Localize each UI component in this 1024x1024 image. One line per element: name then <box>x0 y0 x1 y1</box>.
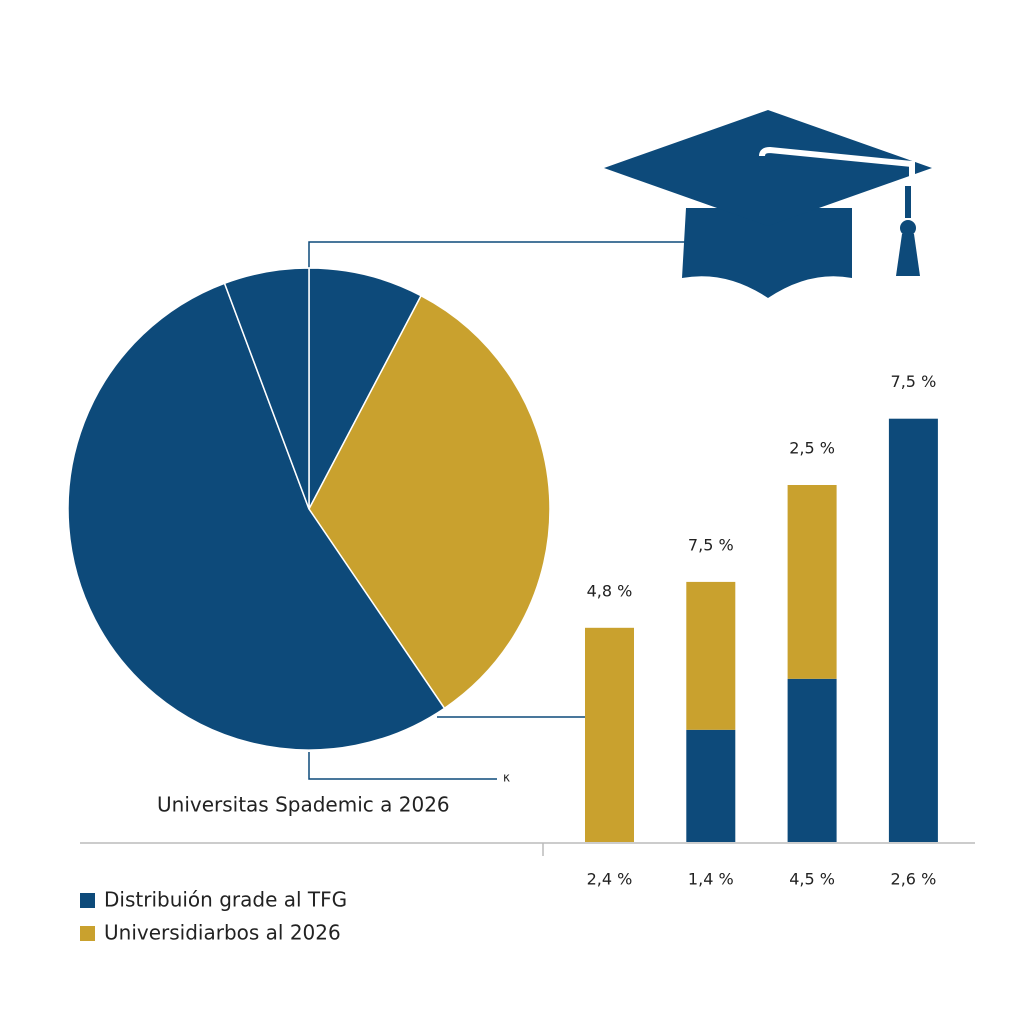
bar-segment <box>686 581 736 730</box>
legend-swatch <box>80 893 95 908</box>
legend-label: Distribuión grade al TFG <box>104 888 347 912</box>
pie-slice <box>223 267 310 510</box>
legend-label: Universidiarbos al 2026 <box>104 921 341 945</box>
legend-swatch <box>80 926 95 941</box>
bar-segment <box>686 729 736 842</box>
x-tick-label: 2,6 % <box>891 870 937 889</box>
bar-segment <box>585 627 634 842</box>
bar-top-label: 2,5 % <box>789 439 835 458</box>
bar-top-label: 7,5 % <box>688 535 734 554</box>
bar-segment <box>787 485 837 679</box>
bar-segment <box>787 678 837 842</box>
bar-segment <box>888 418 938 842</box>
x-tick-label: 1,4 % <box>688 870 734 889</box>
x-tick-label: 2,4 % <box>587 870 633 889</box>
bar-top-label: 4,8 % <box>587 581 633 600</box>
pie-slice <box>308 267 423 510</box>
x-tick-label: 4,5 % <box>789 870 835 889</box>
connector-lines <box>308 241 686 780</box>
bar-top-label: 7,5 % <box>891 372 937 391</box>
pie-caption: Universitas Spademic a 2026 <box>157 793 450 817</box>
pie-slice <box>308 294 551 710</box>
pie-slice <box>67 282 446 751</box>
pie-note: κ <box>503 771 510 785</box>
graduation-cap-icon <box>604 110 932 298</box>
